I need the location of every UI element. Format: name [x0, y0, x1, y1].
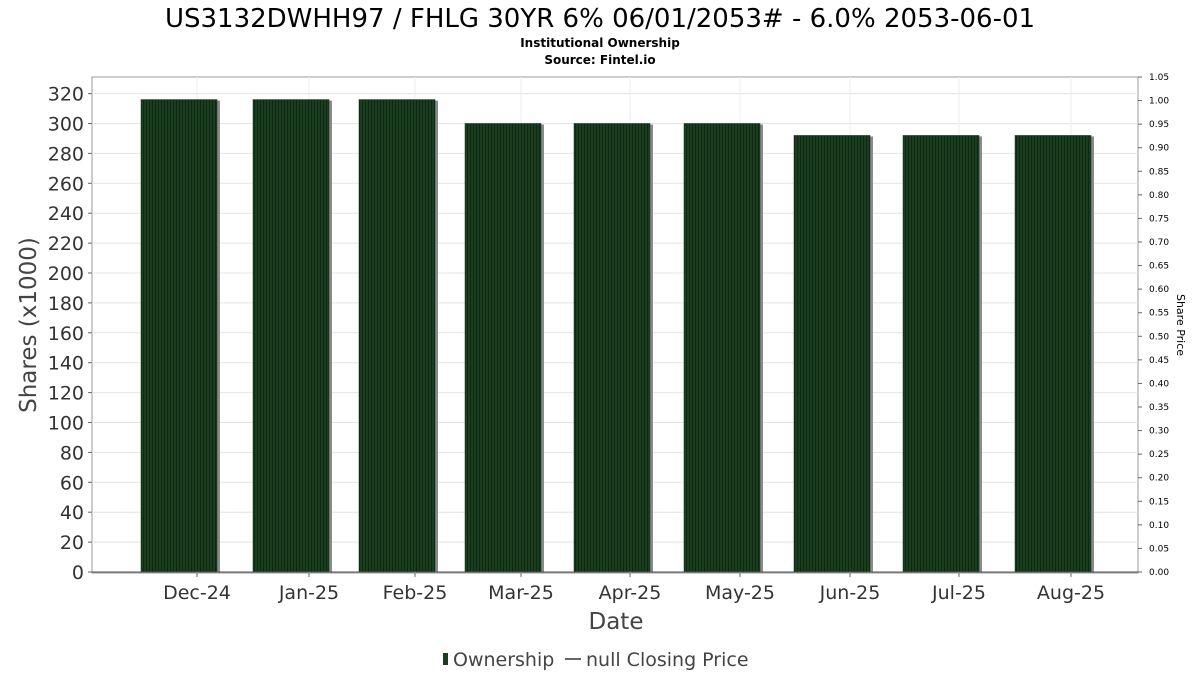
legend-ownership-label: Ownership: [453, 649, 554, 671]
y2-tick-label: 0.10: [1149, 521, 1169, 531]
bar-ownership-may-25: [683, 123, 761, 573]
chart-subtitle: Institutional Ownership: [520, 36, 680, 50]
x-tick-label: Mar-25: [488, 582, 554, 604]
bar-ownership-mar-25: [464, 123, 542, 573]
y-axis-ticks: 0 20 40 60 80 100 120 140 160 180 200 220 240 260 280 3…: [48, 84, 92, 584]
y-tick-label: 300: [48, 114, 84, 136]
y2-tick-label: 0.20: [1149, 474, 1169, 484]
bar-ownership-jun-25: [793, 135, 871, 573]
x-tick-label: Jul-25: [931, 582, 986, 604]
y-tick-label: 220: [48, 233, 84, 255]
y-tick-label: 240: [48, 203, 84, 225]
y2-tick-label: 0.70: [1149, 238, 1169, 248]
x-axis-label: Date: [589, 609, 644, 635]
bar-ownership-dec-24: [140, 99, 218, 573]
legend-ownership-swatch: [443, 653, 448, 665]
y2-tick-label: 0.60: [1149, 285, 1169, 295]
y2-axis-label: Share Price: [1174, 294, 1187, 356]
y2-axis-ticks: 0.00 0.05 0.10 0.15 0.20 0.25 0.30 0.35 0.40 0.45…: [1138, 73, 1169, 578]
bar-ownership-apr-25: [573, 123, 651, 573]
y-tick-label: 180: [48, 293, 84, 315]
y2-tick-label: 0.40: [1149, 379, 1169, 389]
y-axis-label: Shares (x1000): [16, 237, 42, 413]
y-tick-label: 280: [48, 143, 84, 165]
x-tick-label: Dec-24: [163, 582, 231, 604]
y-tick-label: 20: [60, 532, 84, 554]
y2-tick-label: 0.50: [1149, 332, 1169, 342]
legend: Ownership null Closing Price: [443, 649, 749, 671]
y-tick-label: 320: [48, 84, 84, 106]
y-tick-label: 120: [48, 383, 84, 405]
y2-tick-label: 0.65: [1149, 262, 1169, 272]
y2-tick-label: 0.05: [1149, 544, 1169, 554]
y2-tick-label: 0.80: [1149, 191, 1169, 201]
y-tick-label: 60: [60, 472, 84, 494]
y2-tick-label: 0.35: [1149, 403, 1169, 413]
bar-ownership-jul-25: [902, 135, 980, 573]
chart-source: Source: Fintel.io: [544, 53, 655, 67]
y-tick-label: 100: [48, 413, 84, 435]
legend-price-label: null Closing Price: [586, 649, 749, 671]
y2-tick-label: 0.45: [1149, 356, 1169, 366]
y-tick-label: 40: [60, 502, 84, 524]
y2-tick-label: 0.85: [1149, 167, 1169, 177]
bar-ownership-aug-25: [1014, 135, 1092, 573]
y2-tick-label: 1.05: [1149, 73, 1169, 83]
bars: [92, 99, 1138, 573]
y-tick-label: 160: [48, 323, 84, 345]
y2-tick-label: 0.75: [1149, 214, 1169, 224]
y2-tick-label: 0.55: [1149, 309, 1169, 319]
bar-ownership-feb-25: [358, 99, 436, 573]
y2-tick-label: 0.15: [1149, 497, 1169, 507]
x-tick-label: Jun-25: [819, 582, 881, 604]
x-tick-label: Aug-25: [1037, 582, 1105, 604]
y2-tick-label: 0.00: [1149, 568, 1169, 578]
x-tick-label: Jan-25: [278, 582, 339, 604]
bar-ownership-jan-25: [252, 99, 330, 573]
y2-tick-label: 1.00: [1149, 97, 1169, 107]
y-tick-label: 0: [72, 562, 84, 584]
y2-tick-label: 0.30: [1149, 427, 1169, 437]
x-tick-label: Apr-25: [599, 582, 662, 604]
y2-tick-label: 0.95: [1149, 120, 1169, 130]
y-tick-label: 140: [48, 353, 84, 375]
y-tick-label: 260: [48, 173, 84, 195]
x-tick-label: May-25: [705, 582, 775, 604]
y2-tick-label: 0.25: [1149, 450, 1169, 460]
x-axis-ticks: Dec-24 Jan-25 Feb-25 Mar-25 Apr-25 May-25 Jun-…: [163, 573, 1105, 604]
y-tick-label: 200: [48, 263, 84, 285]
chart-title: US3132DWHH97 / FHLG 30YR 6% 06/01/2053# …: [165, 4, 1035, 34]
y2-tick-label: 0.90: [1149, 144, 1169, 154]
y-tick-label: 80: [60, 442, 84, 464]
x-tick-label: Feb-25: [383, 582, 448, 604]
